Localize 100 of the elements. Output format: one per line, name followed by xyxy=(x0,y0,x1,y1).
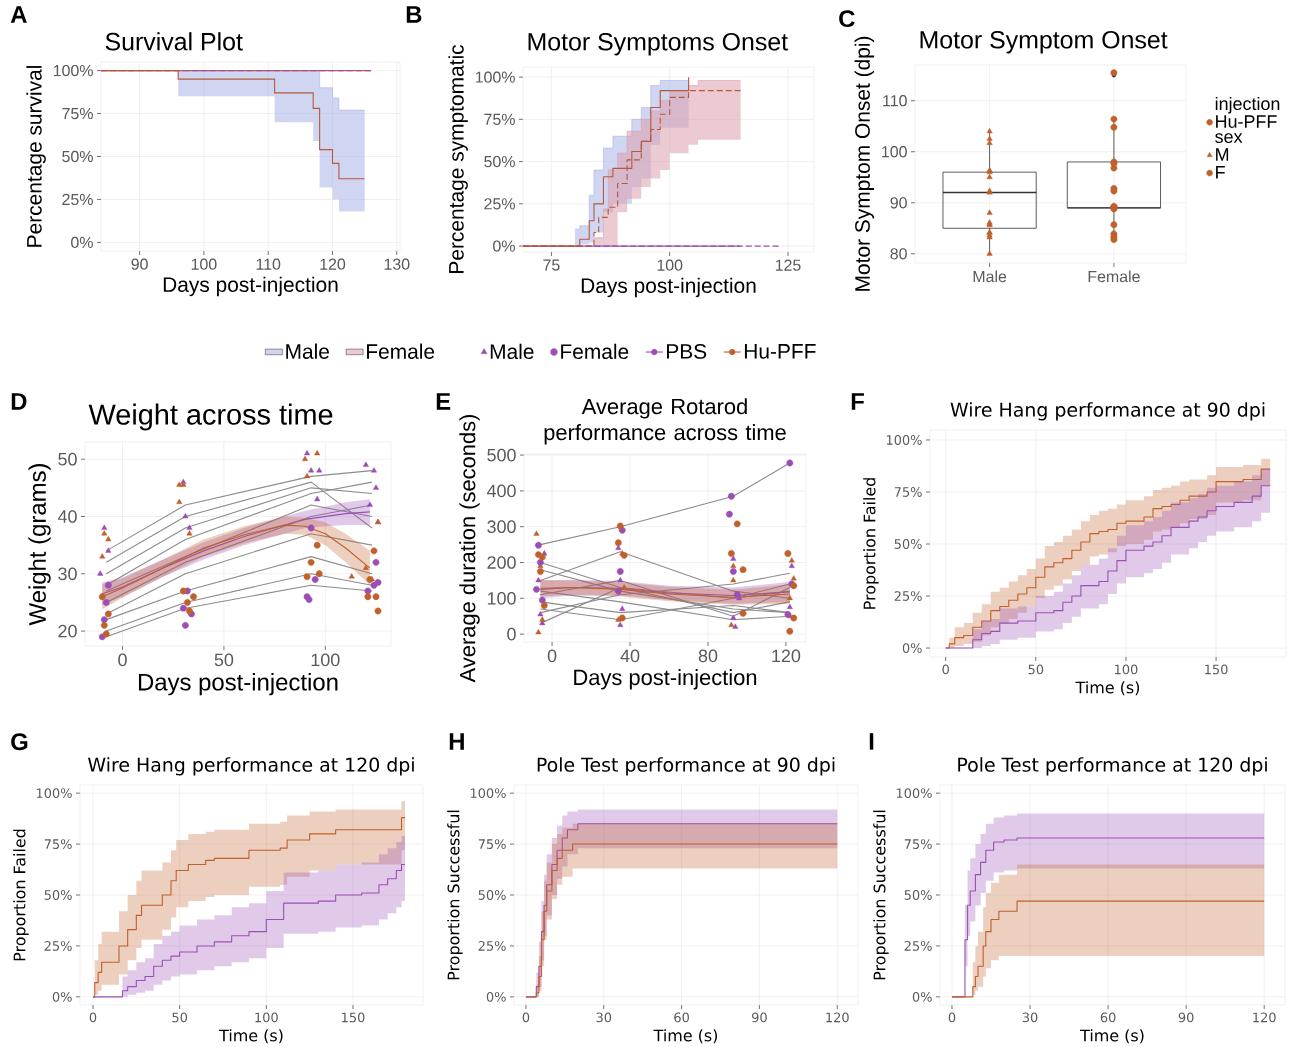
y-tick-label: 0% xyxy=(912,991,932,1002)
x-axis-title: Time (s) xyxy=(219,1029,283,1044)
y-tick-label: 75% xyxy=(904,839,932,849)
text: B xyxy=(406,6,422,23)
legend-label: PBS xyxy=(667,343,707,359)
y-tick-label: 30 xyxy=(58,567,77,581)
x-axis-title: Time (s) xyxy=(1080,1029,1144,1044)
x-axis-title: Days post-injection xyxy=(163,276,338,297)
y-tick-label: 100% xyxy=(53,64,93,77)
x-tick-label: 90 xyxy=(752,1012,767,1023)
y-tick-label: 50% xyxy=(478,890,506,900)
y-axis-title: Percentage symptomatic xyxy=(448,44,468,273)
x-tick-label: 75 xyxy=(543,259,560,271)
x-tick-label: 120 xyxy=(320,258,346,270)
x-tick-label: 30 xyxy=(596,1012,612,1023)
x-tick-label: 120 xyxy=(1253,1012,1276,1023)
x-tick-label: 0 xyxy=(522,1012,530,1023)
y-tick-label: 25% xyxy=(62,193,93,206)
y-axis-title: Weight (grams) xyxy=(28,464,51,626)
y-tick-label: 100% xyxy=(896,788,932,799)
chart-title: Average Rotarod performance across time xyxy=(544,398,786,445)
chart-title: Pole Test performance at 120 dpi xyxy=(958,757,1267,776)
legend-label: Male xyxy=(286,343,329,359)
y-tick-label: 25% xyxy=(484,198,515,210)
y-tick-label: 300 xyxy=(487,520,516,534)
text: sex xyxy=(1215,133,1243,143)
y-axis-title: Average duration (seconds) xyxy=(459,414,480,683)
legend-label: Hu-PFF xyxy=(744,344,816,359)
y-axis-title: Proportion Successful xyxy=(873,810,889,980)
y-tick-label: 100% xyxy=(470,788,506,799)
x-tick-label: 100 xyxy=(1115,664,1138,675)
y-tick-label: 50 xyxy=(58,452,77,466)
x-tick-label: 40 xyxy=(620,649,640,663)
x-tick-label: 50 xyxy=(214,653,234,667)
x-tick-label: 80 xyxy=(698,649,718,663)
y-tick-label: 75% xyxy=(894,487,922,497)
y-tick-label: 200 xyxy=(487,556,516,569)
y-tick-label: 80 xyxy=(890,248,907,260)
chart-title: Wire Hang performance at 120 dpi xyxy=(88,757,414,776)
x-axis-title: Days post-injection xyxy=(138,673,338,696)
x-tick-label: 125 xyxy=(775,259,801,271)
chart-title: Motor Symptom Onset xyxy=(920,30,1168,54)
y-axis-title: Proportion Successful xyxy=(447,810,463,980)
x-tick-label: 150 xyxy=(1205,664,1228,675)
y-tick-label: 20 xyxy=(58,624,77,638)
y-tick-label: 100 xyxy=(487,591,516,605)
y-tick-label: 0 xyxy=(507,627,516,641)
y-axis-title: Proportion Failed xyxy=(13,829,29,961)
x-tick-label: 0 xyxy=(547,649,557,663)
legend-label: Female xyxy=(367,343,435,359)
legend-label: Male xyxy=(490,343,534,360)
y-tick-label: 100% xyxy=(886,435,922,445)
x-tick-label: 60 xyxy=(1100,1012,1116,1023)
y-tick-label: 50% xyxy=(44,890,72,900)
x-tick-label: 50 xyxy=(1028,664,1044,675)
y-tick-label: 50% xyxy=(904,890,932,900)
x-tick-label: 0 xyxy=(118,653,127,667)
y-tick-label: 75% xyxy=(62,107,93,120)
y-tick-label: 400 xyxy=(486,484,516,498)
x-tick-label: 100 xyxy=(657,259,683,271)
x-tick-label: 90 xyxy=(1178,1012,1194,1023)
y-tick-label: 90 xyxy=(890,197,907,209)
y-axis-title: Motor Symptom Onset (dpi) xyxy=(854,36,875,291)
x-tick-label: 50 xyxy=(172,1012,188,1023)
text: D xyxy=(11,393,27,410)
legend-label: M xyxy=(1216,148,1229,161)
y-tick-label: 25% xyxy=(44,941,72,951)
y-tick-label: 500 xyxy=(487,448,516,462)
y-tick-label: 75% xyxy=(484,113,515,125)
legend-label: Female xyxy=(561,343,629,360)
text: I xyxy=(869,733,874,750)
chart-title: Survival Plot xyxy=(105,32,243,51)
text: Hu-PFF xyxy=(1216,115,1277,128)
text: C xyxy=(839,10,855,28)
chart-title: Motor Symptoms Onset xyxy=(528,32,788,56)
y-tick-label: 0% xyxy=(71,236,93,249)
legend-label: F xyxy=(1216,166,1225,179)
x-tick-label: 100 xyxy=(311,653,340,667)
y-tick-label: 25% xyxy=(894,591,922,601)
y-axis-title: Percentage survival xyxy=(26,66,46,247)
y-tick-label: 50% xyxy=(484,155,515,168)
y-tick-label: 25% xyxy=(904,941,932,951)
y-tick-label: 100% xyxy=(36,788,72,799)
legend-title: injection xyxy=(1215,96,1280,114)
text: E xyxy=(436,393,451,410)
x-axis-title: Days post-injection xyxy=(574,669,757,690)
y-tick-label: 50% xyxy=(62,150,93,163)
chart-title: Weight across time xyxy=(88,403,333,431)
y-axis-title: Proportion Failed xyxy=(863,478,879,609)
x-tick-label: 100 xyxy=(191,258,217,270)
x-tick-label: 0 xyxy=(948,1012,956,1023)
x-tick-label: 120 xyxy=(826,1012,849,1023)
text: A xyxy=(10,6,27,23)
y-tick-label: 100 xyxy=(882,146,907,158)
x-tick-label: 130 xyxy=(384,258,410,270)
x-tick-label: 120 xyxy=(772,649,801,663)
text: F xyxy=(851,393,864,410)
x-tick-label: 90 xyxy=(131,258,148,270)
y-tick-label: 25% xyxy=(478,941,506,951)
x-tick-label: 150 xyxy=(342,1012,365,1023)
